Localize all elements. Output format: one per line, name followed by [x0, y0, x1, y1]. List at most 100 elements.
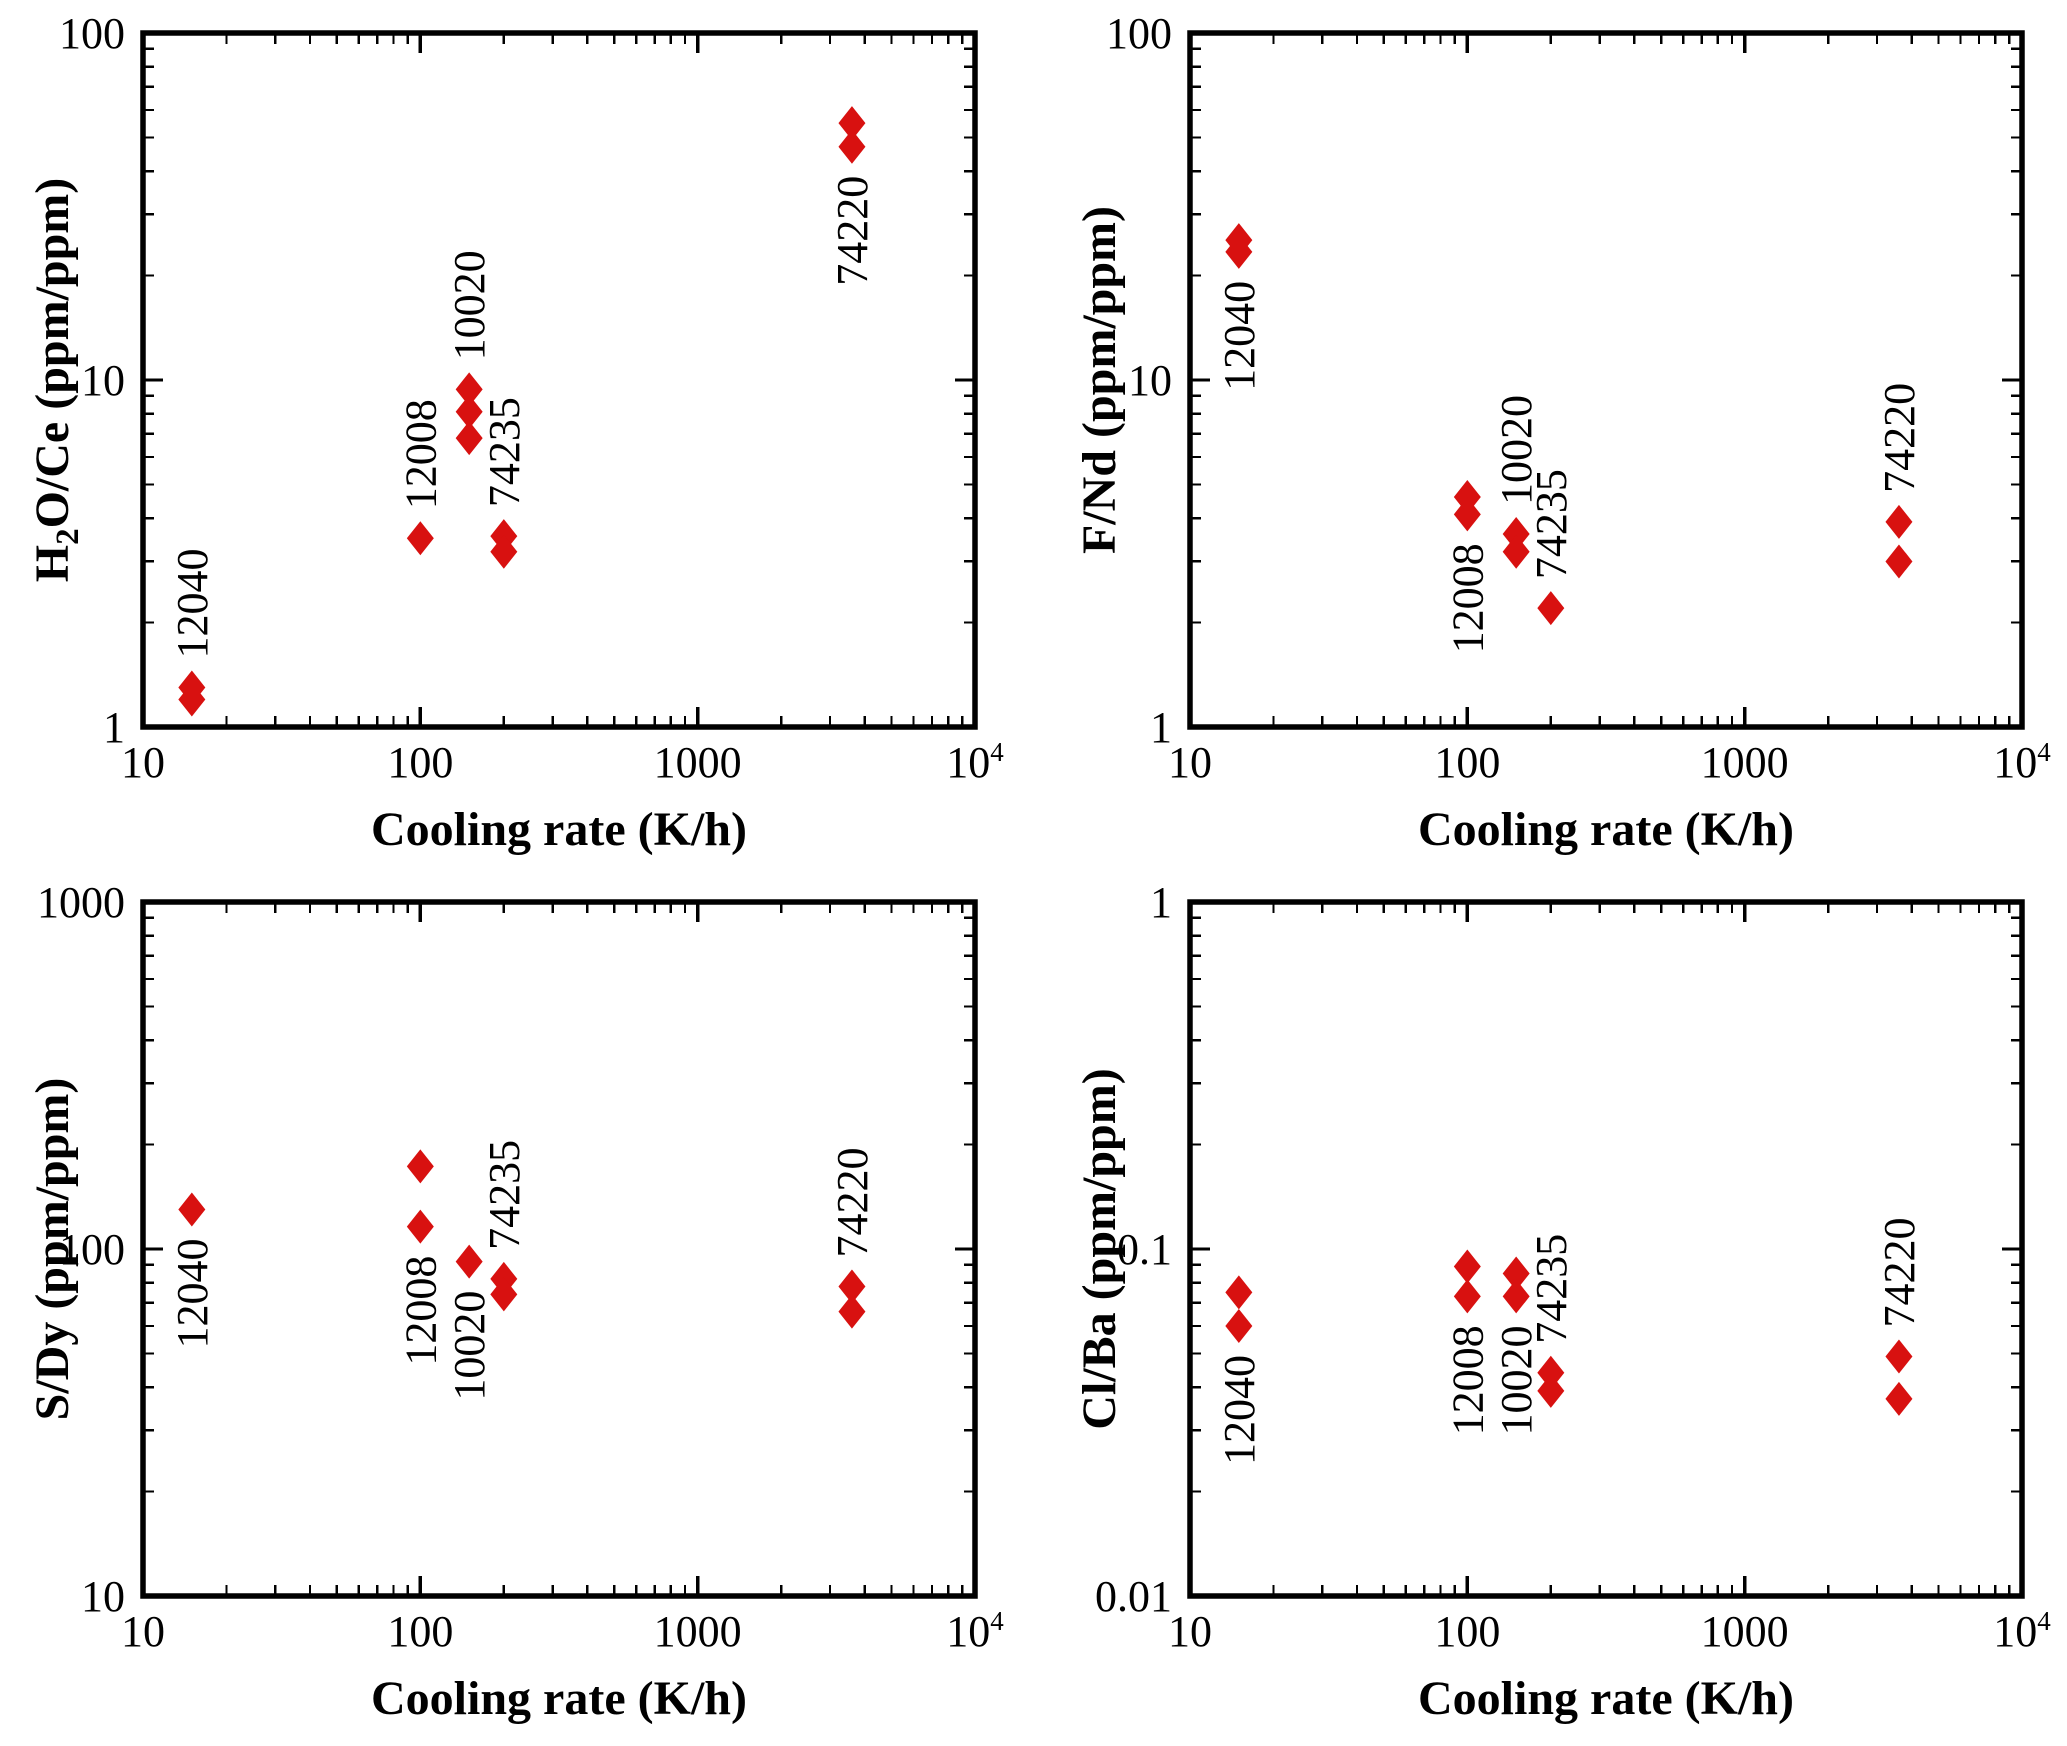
data-point-diamond — [1885, 544, 1913, 579]
x-tick-label: 10 — [1168, 738, 1212, 787]
sample-label: 12040 — [168, 548, 217, 658]
axis-ticks — [1188, 31, 2024, 729]
x-tick-label: 100 — [1434, 1607, 1500, 1656]
data-point-diamond — [1537, 591, 1565, 626]
data-point-diamond — [455, 1244, 483, 1279]
data-point-diamond — [1502, 534, 1530, 569]
data-point-diamond — [490, 534, 518, 569]
data-point-diamond — [178, 1192, 206, 1227]
plot-frame — [140, 899, 978, 1599]
sample-label: 74220 — [828, 1147, 877, 1257]
y-tick-label: 1 — [103, 703, 125, 752]
x-tick-label: 104 — [946, 737, 1004, 787]
x-axis-title: Cooling rate (K/h) — [1418, 803, 1794, 856]
y-tick-label: 100 — [59, 9, 125, 58]
panel-cl-ba: 10 100 1000 104 0.01 0.1 1 Cooling rate (K/h) Cl… — [1073, 878, 2051, 1725]
data-point-diamond — [1502, 516, 1530, 551]
sample-label: 10020 — [1492, 395, 1541, 505]
data-point-diamond — [406, 1209, 434, 1244]
sample-label: 74235 — [1527, 1234, 1576, 1344]
sample-label: 74235 — [480, 397, 529, 507]
data-point-diamond — [455, 372, 483, 407]
x-tick-label: 104 — [946, 1606, 1004, 1656]
x-tick-label: 1000 — [654, 738, 742, 787]
data-point-diamond — [1453, 480, 1481, 515]
y-axis-title: S/Dy (ppm/ppm) — [26, 1078, 79, 1421]
x-tick-label: 100 — [387, 1607, 453, 1656]
sample-label: 12008 — [396, 1256, 445, 1366]
x-tick-label: 1000 — [1701, 738, 1789, 787]
sample-label: 74220 — [1875, 1218, 1924, 1328]
sample-label: 10020 — [1492, 1325, 1541, 1435]
data-point-diamond — [1225, 1308, 1253, 1343]
x-tick-label: 10 — [1168, 1607, 1212, 1656]
data-point-diamond — [1885, 504, 1913, 539]
y-axis-title: H2O/Ce (ppm/ppm) — [26, 178, 86, 583]
plot-frame — [140, 30, 978, 730]
data-point-diamond — [838, 129, 866, 164]
data-point-diamond — [838, 106, 866, 141]
data-point-diamond — [1225, 234, 1253, 269]
x-tick-label: 104 — [1993, 737, 2051, 787]
data-point-diamond — [455, 394, 483, 429]
sample-label: 12040 — [1215, 1355, 1264, 1465]
y-axis-title: F/Nd (ppm/ppm) — [1073, 206, 1126, 554]
sample-label: 10020 — [445, 250, 494, 360]
y-tick-label: 1 — [1150, 878, 1172, 927]
y-tick-label: 100 — [59, 1225, 125, 1274]
y-tick-label: 10 — [81, 1572, 125, 1621]
y-tick-label: 0.01 — [1095, 1572, 1172, 1621]
sample-label: 74235 — [1527, 469, 1576, 579]
data-point-diamond — [838, 1294, 866, 1329]
data-point-diamond — [838, 1269, 866, 1304]
sample-label: 12040 — [1215, 281, 1264, 391]
data-point-diamond — [1502, 1279, 1530, 1314]
x-tick-label: 104 — [1993, 1606, 2051, 1656]
data-point-diamond — [1502, 1256, 1530, 1291]
x-tick-label: 10 — [121, 1607, 165, 1656]
y-tick-label: 1000 — [37, 878, 125, 927]
y-tick-label: 1 — [1150, 703, 1172, 752]
sample-label: 10020 — [445, 1291, 494, 1401]
x-tick-label: 1000 — [654, 1607, 742, 1656]
data-point-diamond — [1885, 1339, 1913, 1374]
y-tick-label: 100 — [1106, 9, 1172, 58]
data-point-diamond — [1885, 1381, 1913, 1416]
sample-label: 74235 — [480, 1140, 529, 1250]
data-point-diamond — [406, 521, 434, 556]
sample-label: 12008 — [1443, 1325, 1492, 1435]
y-tick-label: 10 — [81, 356, 125, 405]
x-axis-title: Cooling rate (K/h) — [1418, 1672, 1794, 1725]
y-axis-title: Cl/Ba (ppm/ppm) — [1073, 1068, 1126, 1429]
y-tick-label: 10 — [1128, 356, 1172, 405]
data-point-diamond — [1537, 1355, 1565, 1390]
data-point-diamond — [1453, 497, 1481, 532]
data-point-diamond — [1453, 1279, 1481, 1314]
data-point-diamond — [1225, 1275, 1253, 1310]
data-point-diamond — [406, 1149, 434, 1184]
sample-label: 74220 — [828, 176, 877, 286]
x-tick-label: 100 — [1434, 738, 1500, 787]
plot-frame — [1187, 30, 2025, 730]
x-tick-label: 10 — [121, 738, 165, 787]
data-point-diamond — [455, 421, 483, 456]
data-point-diamond — [490, 1277, 518, 1312]
plot-frame — [1187, 899, 2025, 1599]
data-point-diamond — [1537, 1373, 1565, 1408]
sample-label: 12040 — [168, 1238, 217, 1348]
y-tick-label: 0.1 — [1117, 1225, 1172, 1274]
x-tick-label: 1000 — [1701, 1607, 1789, 1656]
sample-label: 74220 — [1875, 383, 1924, 493]
panel-s-dy: 10 100 1000 104 10 100 1000 Cooling rate (K/h) S… — [26, 878, 1004, 1725]
data-point-diamond — [178, 682, 206, 717]
data-point-diamond — [1453, 1249, 1481, 1284]
sample-label: 12008 — [396, 399, 445, 509]
x-axis-title: Cooling rate (K/h) — [371, 1672, 747, 1725]
x-tick-label: 100 — [387, 738, 453, 787]
sample-label: 12008 — [1443, 543, 1492, 653]
x-axis-title: Cooling rate (K/h) — [371, 803, 747, 856]
